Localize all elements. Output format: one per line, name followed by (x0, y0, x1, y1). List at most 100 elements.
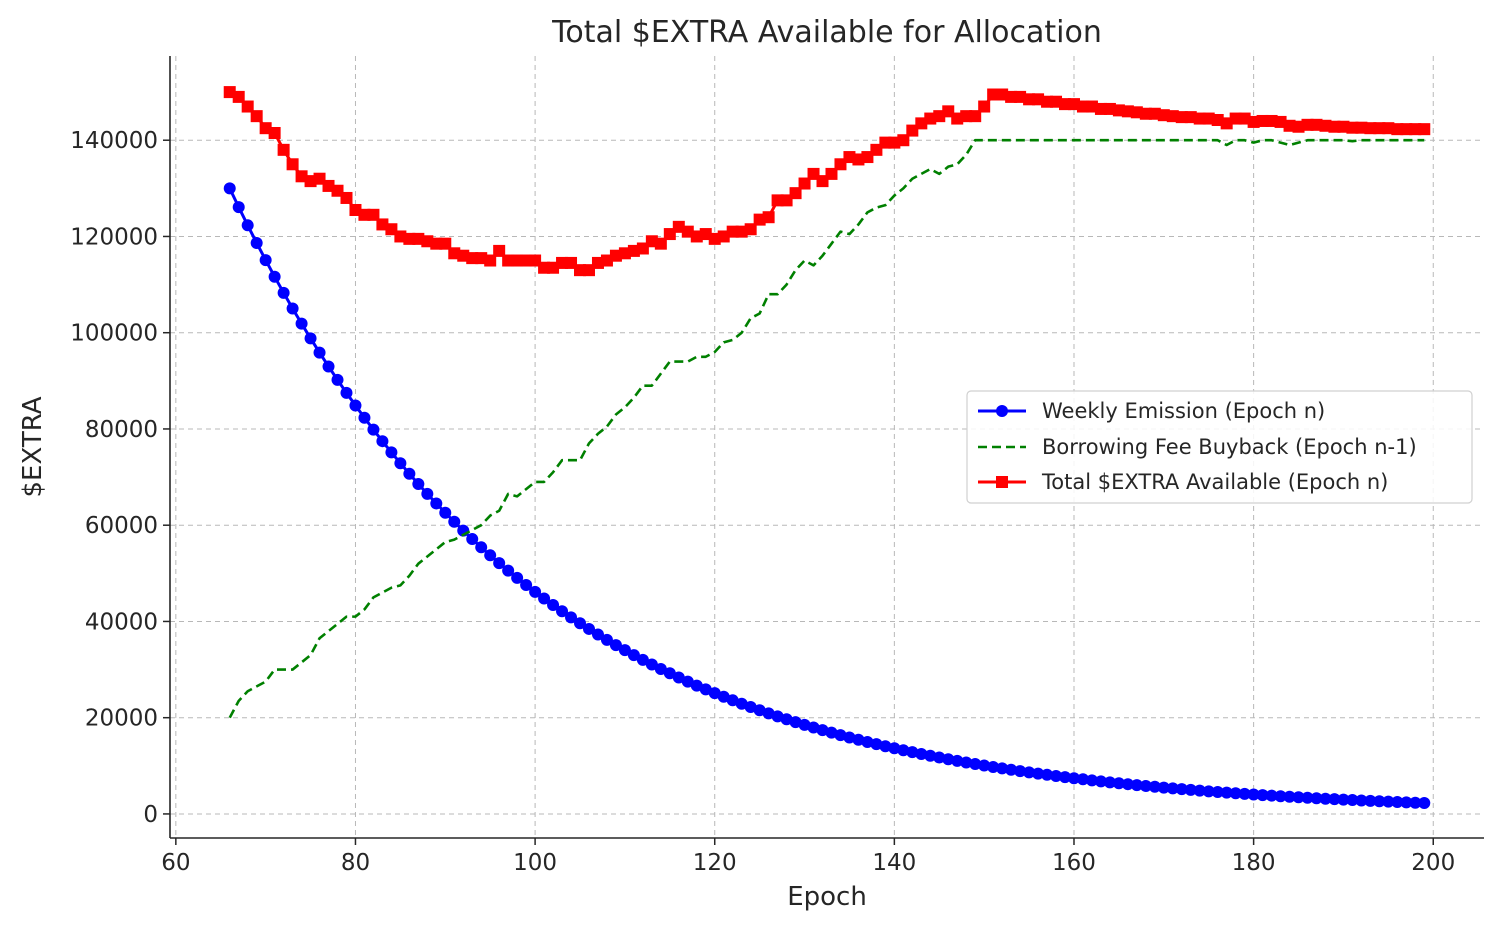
data-point (861, 735, 874, 748)
data-point (825, 726, 838, 739)
y-tick-label: 140000 (70, 128, 158, 154)
data-point (223, 182, 236, 195)
data-point (421, 487, 434, 500)
data-point (1014, 765, 1027, 778)
data-point (1418, 123, 1431, 136)
data-point (1301, 791, 1314, 804)
data-point (834, 729, 847, 742)
data-point (951, 754, 964, 767)
y-tick-label: 60000 (85, 513, 158, 539)
data-point (618, 644, 631, 657)
data-point (1148, 780, 1161, 793)
data-point (1121, 778, 1134, 791)
data-point (591, 628, 604, 641)
data-point (412, 477, 425, 490)
data-point (789, 187, 802, 200)
legend-label-total: Total $EXTRA Available (Epoch n) (1041, 470, 1388, 494)
data-point (654, 237, 667, 250)
data-point (259, 122, 272, 135)
data-point (969, 110, 982, 123)
data-point (672, 671, 685, 684)
data-point (1050, 769, 1063, 782)
data-point (1391, 123, 1404, 136)
data-point (250, 236, 263, 249)
data-point (529, 585, 542, 598)
data-point (1023, 766, 1036, 779)
data-point (1382, 795, 1395, 808)
data-point (717, 690, 730, 703)
data-point (1112, 777, 1125, 790)
data-point (1364, 794, 1377, 807)
data-point (1382, 122, 1395, 135)
data-point (1409, 123, 1422, 136)
y-axis-label: $EXTRA (18, 396, 48, 497)
data-point (1059, 771, 1072, 784)
data-point (1193, 784, 1206, 797)
data-point (1211, 786, 1224, 798)
data-point (744, 223, 757, 236)
data-point (1041, 768, 1054, 781)
series-total (223, 86, 1431, 277)
data-point (241, 219, 254, 232)
data-point (304, 332, 317, 345)
data-point (915, 748, 928, 760)
data-point (888, 742, 901, 755)
data-point (385, 446, 398, 459)
data-point (313, 346, 326, 359)
data-point (295, 317, 308, 330)
data-point (493, 244, 506, 257)
data-point (933, 751, 946, 764)
data-point (574, 617, 587, 630)
data-point (708, 687, 721, 700)
data-point (1005, 763, 1018, 776)
data-point (654, 662, 667, 675)
data-point (538, 592, 551, 605)
data-point (627, 649, 640, 662)
data-point (358, 411, 371, 424)
data-point (439, 506, 452, 519)
data-point (268, 127, 281, 139)
data-point (978, 759, 991, 772)
data-point (978, 100, 991, 113)
legend-marker-emission (996, 405, 1008, 417)
data-point (1032, 767, 1045, 780)
y-tick-label: 20000 (85, 706, 158, 732)
data-point (484, 549, 497, 562)
legend-label-emission: Weekly Emission (Epoch n) (1042, 399, 1325, 423)
data-point (1265, 789, 1278, 802)
data-point (969, 758, 982, 771)
data-point (241, 100, 254, 113)
data-point (1175, 783, 1188, 796)
data-point (331, 373, 344, 386)
data-point (1391, 796, 1404, 809)
data-point (1400, 796, 1413, 809)
data-point (259, 254, 272, 267)
data-point (556, 605, 569, 618)
data-point (960, 756, 973, 769)
data-point (340, 191, 353, 204)
data-point (1076, 773, 1089, 786)
y-tick-label: 40000 (85, 609, 158, 635)
data-point (879, 740, 892, 753)
data-point (439, 237, 452, 250)
data-point (448, 515, 461, 528)
data-point (1364, 122, 1377, 135)
data-point (277, 143, 290, 156)
data-point (340, 386, 353, 399)
data-point (645, 658, 658, 671)
data-point (1292, 120, 1305, 133)
data-point (286, 158, 299, 171)
x-tick-label: 200 (1411, 850, 1455, 876)
data-point (870, 738, 883, 751)
data-point (1247, 788, 1260, 801)
x-tick-label: 60 (161, 850, 190, 876)
data-point (1238, 787, 1251, 800)
data-point (403, 467, 416, 480)
data-point (663, 667, 676, 680)
data-point (376, 435, 389, 448)
legend-label-buyback: Borrowing Fee Buyback (Epoch n-1) (1042, 435, 1417, 459)
data-point (1157, 781, 1170, 794)
data-point (1139, 779, 1152, 792)
data-point (600, 633, 613, 646)
data-point (1346, 794, 1359, 807)
